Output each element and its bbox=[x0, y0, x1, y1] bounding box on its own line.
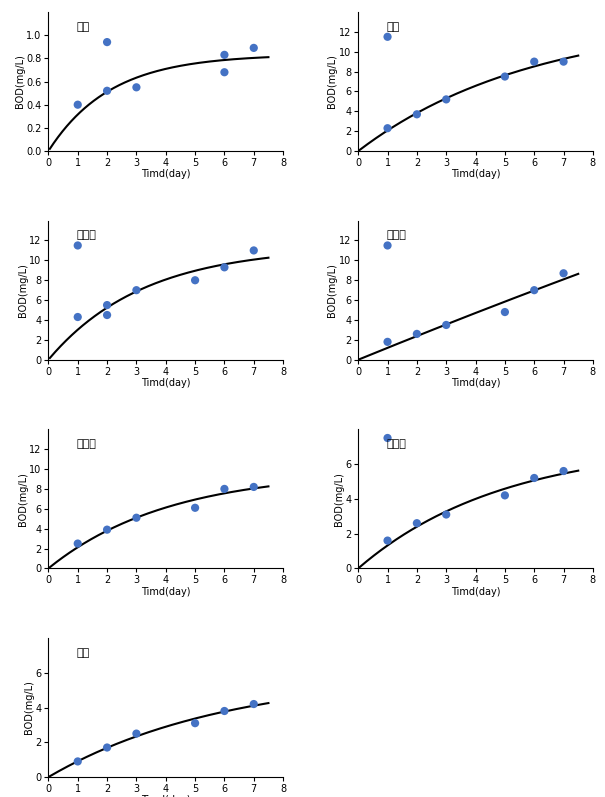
Text: 이호천: 이호천 bbox=[77, 230, 96, 241]
Point bbox=[383, 30, 393, 43]
Point bbox=[102, 741, 112, 754]
Text: 현도: 현도 bbox=[77, 22, 90, 32]
Point bbox=[131, 727, 141, 740]
Point bbox=[190, 274, 200, 287]
Point bbox=[102, 36, 112, 49]
Point bbox=[73, 98, 82, 111]
Y-axis label: BOD(mg/L): BOD(mg/L) bbox=[24, 681, 34, 735]
Point bbox=[220, 66, 229, 79]
Point bbox=[102, 299, 112, 312]
Point bbox=[102, 524, 112, 536]
Text: 세종보: 세종보 bbox=[387, 230, 406, 241]
Point bbox=[249, 481, 258, 493]
Point bbox=[190, 717, 200, 729]
Text: 공주보: 공주보 bbox=[77, 439, 96, 449]
Point bbox=[529, 55, 539, 68]
Point bbox=[73, 755, 82, 768]
Point bbox=[559, 267, 569, 280]
Y-axis label: BOD(mg/L): BOD(mg/L) bbox=[18, 472, 28, 526]
X-axis label: Timd(day): Timd(day) bbox=[451, 587, 500, 597]
Y-axis label: BOD(mg/L): BOD(mg/L) bbox=[15, 54, 25, 108]
Y-axis label: BOD(mg/L): BOD(mg/L) bbox=[327, 263, 338, 317]
X-axis label: Timd(day): Timd(day) bbox=[141, 170, 191, 179]
Point bbox=[131, 81, 141, 94]
X-axis label: Timd(day): Timd(day) bbox=[141, 587, 191, 597]
Y-axis label: BOD(mg/L): BOD(mg/L) bbox=[327, 54, 338, 108]
Point bbox=[190, 501, 200, 514]
Text: 웅포: 웅포 bbox=[77, 648, 90, 658]
Point bbox=[442, 93, 451, 106]
Point bbox=[383, 534, 393, 547]
Text: 갑천: 갑천 bbox=[387, 22, 400, 32]
Point bbox=[220, 705, 229, 717]
Point bbox=[73, 537, 82, 550]
Point bbox=[102, 84, 112, 97]
Point bbox=[529, 284, 539, 296]
Point bbox=[412, 328, 422, 340]
Point bbox=[249, 697, 258, 710]
Point bbox=[73, 239, 82, 252]
Point bbox=[442, 319, 451, 332]
Point bbox=[102, 308, 112, 321]
Point bbox=[500, 489, 510, 502]
Point bbox=[412, 516, 422, 529]
Y-axis label: BOD(mg/L): BOD(mg/L) bbox=[333, 472, 344, 526]
Point bbox=[220, 482, 229, 495]
X-axis label: Timd(day): Timd(day) bbox=[141, 378, 191, 388]
Point bbox=[412, 108, 422, 120]
Point bbox=[383, 122, 393, 135]
Point bbox=[383, 336, 393, 348]
Point bbox=[220, 49, 229, 61]
Point bbox=[131, 284, 141, 296]
Point bbox=[383, 239, 393, 252]
Text: 백제보: 백제보 bbox=[387, 439, 406, 449]
Point bbox=[500, 70, 510, 83]
Point bbox=[500, 306, 510, 319]
Y-axis label: BOD(mg/L): BOD(mg/L) bbox=[18, 263, 28, 317]
Point bbox=[559, 55, 569, 68]
X-axis label: Timd(day): Timd(day) bbox=[451, 170, 500, 179]
Point bbox=[220, 261, 229, 273]
X-axis label: Timd(day): Timd(day) bbox=[141, 795, 191, 797]
Point bbox=[383, 432, 393, 445]
Point bbox=[249, 244, 258, 257]
Point bbox=[529, 472, 539, 485]
Point bbox=[73, 311, 82, 324]
Point bbox=[442, 508, 451, 521]
X-axis label: Timd(day): Timd(day) bbox=[451, 378, 500, 388]
Point bbox=[249, 41, 258, 54]
Point bbox=[559, 465, 569, 477]
Point bbox=[131, 512, 141, 524]
